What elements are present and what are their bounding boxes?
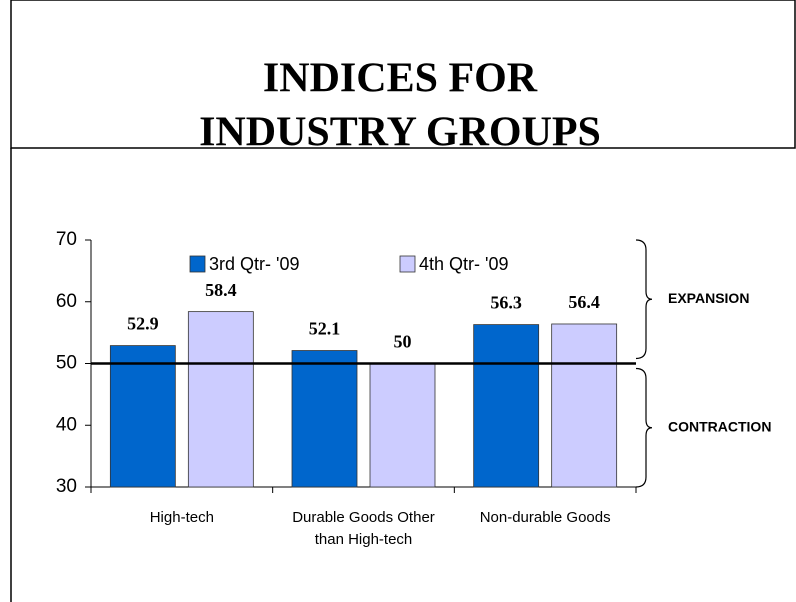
y-tick-label: 70 [56,229,77,250]
chart-title: INDUSTRY GROUPS [199,110,601,156]
value-label: 52.9 [127,314,159,334]
brace [635,367,653,488]
y-tick-label: 40 [56,414,77,435]
annotation: EXPANSION [668,290,749,306]
value-label: 52.1 [309,319,341,339]
y-tick-label: 50 [56,353,77,374]
legend-label: 3rd Qtr- '09 [209,254,299,274]
title-box [10,0,796,149]
value-label: 50 [394,332,412,352]
legend-label: 4th Qtr- '09 [419,254,508,274]
value-label: 58.4 [205,280,237,300]
bar [291,350,358,488]
value-label: 56.3 [490,293,522,313]
x-tick-label: Non-durable Goods [479,509,611,526]
y-tick-label: 60 [56,291,77,312]
x-tick-label: High-tech [149,509,214,526]
bar [187,311,254,488]
brace [635,239,653,360]
x-tick-label: Durable Goods Other than High-tech [292,509,435,548]
bar [369,363,436,488]
y-tick-label: 30 [56,476,77,497]
legend-swatch [399,255,416,273]
legend-swatch [189,255,206,273]
bar [473,324,540,488]
bar [551,323,618,488]
annotation: CONTRACTION [668,418,771,434]
bar [109,345,176,488]
value-label: 56.4 [568,292,600,312]
chart-title: INDICES FOR [263,56,538,102]
